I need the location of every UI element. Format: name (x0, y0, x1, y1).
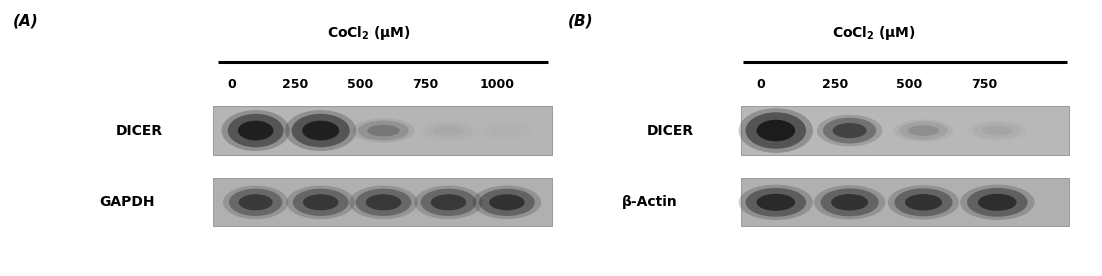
Ellipse shape (421, 189, 476, 216)
Text: 250: 250 (282, 78, 309, 91)
Ellipse shape (982, 126, 1013, 136)
Ellipse shape (358, 121, 409, 140)
Text: 250: 250 (822, 78, 849, 91)
Ellipse shape (349, 185, 418, 219)
Ellipse shape (285, 110, 356, 151)
Text: $\mathbf{CoCl_2}$ $\mathbf{(\mu M)}$: $\mathbf{CoCl_2}$ $\mathbf{(\mu M)}$ (327, 24, 411, 42)
Text: 0: 0 (227, 78, 236, 91)
Ellipse shape (908, 125, 939, 136)
Text: 500: 500 (896, 78, 922, 91)
Ellipse shape (366, 194, 401, 210)
Ellipse shape (287, 185, 355, 219)
Text: (B): (B) (568, 14, 593, 29)
Ellipse shape (968, 188, 1027, 217)
Ellipse shape (894, 119, 953, 142)
Ellipse shape (973, 122, 1022, 139)
Ellipse shape (738, 108, 813, 153)
Ellipse shape (738, 185, 813, 220)
Text: DICER: DICER (647, 124, 694, 137)
Ellipse shape (491, 126, 522, 136)
Ellipse shape (356, 189, 411, 216)
Ellipse shape (745, 112, 806, 149)
Ellipse shape (895, 188, 952, 216)
Ellipse shape (899, 121, 948, 140)
Text: 500: 500 (347, 78, 374, 91)
Ellipse shape (367, 125, 400, 136)
Text: 750: 750 (412, 78, 439, 91)
Ellipse shape (238, 121, 273, 140)
Ellipse shape (831, 194, 868, 211)
Ellipse shape (431, 194, 466, 210)
FancyBboxPatch shape (213, 178, 552, 226)
Ellipse shape (222, 110, 290, 151)
Ellipse shape (302, 121, 339, 140)
Ellipse shape (293, 189, 348, 216)
Ellipse shape (424, 122, 473, 139)
Text: (A): (A) (13, 14, 39, 29)
Text: DICER: DICER (116, 124, 163, 137)
Ellipse shape (888, 185, 959, 219)
Ellipse shape (817, 115, 883, 146)
Ellipse shape (292, 114, 349, 147)
Ellipse shape (239, 194, 272, 210)
Ellipse shape (745, 188, 806, 217)
Ellipse shape (756, 120, 795, 141)
Text: $\mathbf{CoCl_2}$ $\mathbf{(\mu M)}$: $\mathbf{CoCl_2}$ $\mathbf{(\mu M)}$ (832, 24, 916, 42)
Text: 1000: 1000 (479, 78, 515, 91)
Ellipse shape (229, 189, 282, 216)
Ellipse shape (414, 185, 483, 219)
FancyBboxPatch shape (213, 106, 552, 155)
Ellipse shape (228, 114, 283, 147)
Ellipse shape (814, 185, 885, 219)
FancyBboxPatch shape (741, 178, 1069, 226)
Ellipse shape (223, 185, 289, 219)
Ellipse shape (433, 126, 464, 136)
Ellipse shape (479, 189, 534, 216)
Text: 0: 0 (756, 78, 765, 91)
Ellipse shape (968, 120, 1027, 141)
Ellipse shape (303, 194, 338, 210)
Text: 750: 750 (971, 78, 997, 91)
Ellipse shape (823, 118, 876, 144)
Text: GAPDH: GAPDH (99, 195, 154, 209)
Ellipse shape (821, 188, 878, 216)
FancyBboxPatch shape (741, 106, 1069, 155)
Ellipse shape (905, 194, 942, 211)
Ellipse shape (960, 185, 1035, 220)
Ellipse shape (979, 194, 1016, 211)
Ellipse shape (833, 123, 866, 138)
Ellipse shape (756, 194, 795, 211)
Ellipse shape (353, 118, 414, 143)
Ellipse shape (473, 185, 541, 219)
Text: β-Actin: β-Actin (622, 195, 678, 209)
Ellipse shape (489, 194, 525, 210)
